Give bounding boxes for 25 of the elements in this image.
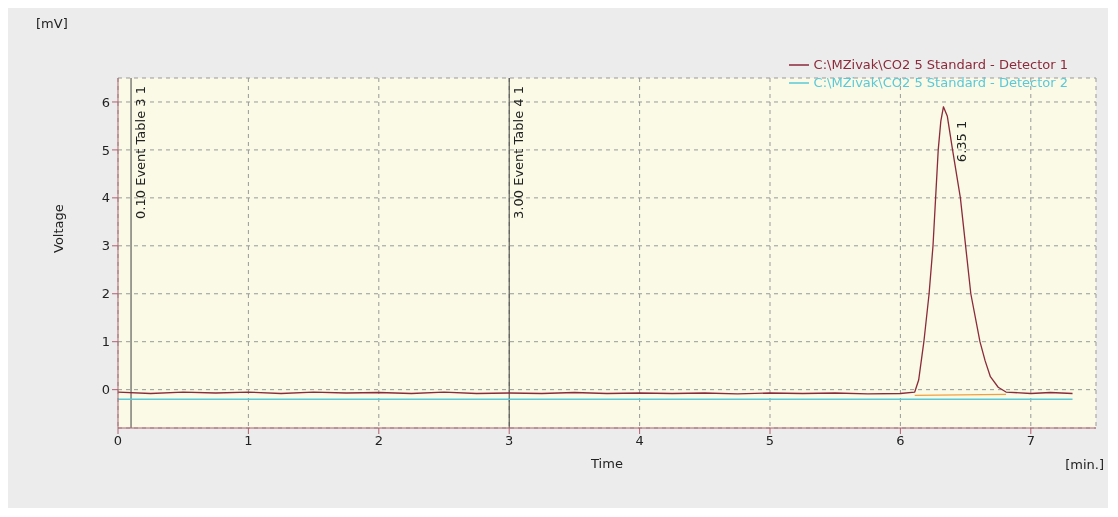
annotation: 6.35 1 [954, 120, 970, 163]
y-axis-title: Voltage [50, 204, 66, 253]
legend-label: C:\MZivak\CO2 5 Standard - Detector 2 [813, 74, 1068, 92]
text: [mV] [36, 16, 68, 31]
x-tick-label: 6 [896, 433, 905, 449]
y-tick-label: 0 [101, 382, 110, 398]
y-tick-label: 3 [101, 238, 110, 254]
y-tick-label: 4 [101, 190, 110, 206]
ref-line-label: 0.10 Event Table 3 1 [133, 86, 149, 219]
x-tick-label: 3 [505, 433, 514, 449]
x-tick-label: 0 [113, 433, 123, 449]
x-tick-label: 2 [374, 433, 383, 449]
x-tick-label: 7 [1026, 433, 1035, 449]
y-tick-label: 5 [101, 142, 110, 158]
x-tick-label: 1 [244, 433, 253, 449]
ref-line-label: 3.00 Event Table 4 1 [511, 86, 527, 219]
x-axis-title: Time [590, 456, 623, 471]
x-tick-label: 5 [765, 433, 775, 449]
x-tick-label: 4 [635, 433, 644, 449]
legend-label: C:\MZivak\CO2 5 Standard - Detector 1 [813, 56, 1068, 74]
line-series [118, 106, 1074, 395]
text: [min.] [1065, 457, 1104, 472]
y-tick-label: 1 [101, 334, 110, 350]
y-tick-label: 2 [101, 286, 110, 302]
y-tick-label: 6 [101, 94, 110, 110]
